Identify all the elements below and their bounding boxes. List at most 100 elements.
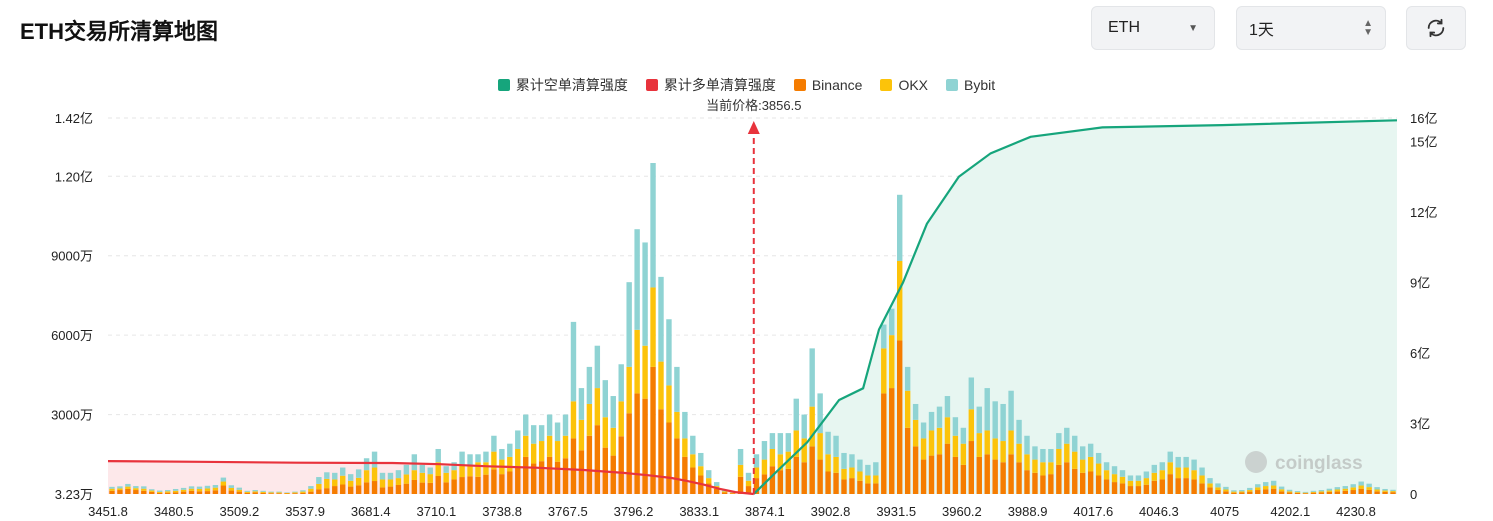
refresh-button[interactable] xyxy=(1406,6,1466,50)
bar-binance xyxy=(1087,471,1094,494)
symbol-select[interactable]: ETH ▼ xyxy=(1091,6,1215,50)
bar-binance xyxy=(944,443,951,494)
legend-item[interactable]: Bybit xyxy=(946,75,995,95)
bar-okx xyxy=(332,479,338,487)
bar-binance xyxy=(674,438,680,494)
bar-bybit xyxy=(841,452,847,469)
bar-okx xyxy=(912,419,919,447)
bar-bybit xyxy=(793,398,799,431)
bar-binance xyxy=(1159,479,1165,494)
bar-bybit xyxy=(1342,486,1348,489)
bar-okx xyxy=(586,403,593,436)
bar-okx xyxy=(292,492,298,494)
bar-okx xyxy=(109,488,115,491)
bar-okx xyxy=(443,472,449,483)
bar-okx xyxy=(602,417,608,448)
bar-okx xyxy=(117,488,123,491)
bar-okx xyxy=(1000,441,1006,463)
bar-binance xyxy=(1239,492,1245,494)
bar-okx xyxy=(562,435,569,459)
legend-item[interactable]: 累计空单清算强度 xyxy=(497,75,628,95)
bar-bybit xyxy=(109,486,115,489)
bar-okx xyxy=(968,409,975,442)
bar-okx xyxy=(125,486,131,489)
x-axis-label: 3738.8 xyxy=(482,504,522,519)
bar-binance xyxy=(1064,462,1070,494)
bar-binance xyxy=(419,482,425,494)
bar-bybit xyxy=(825,431,831,455)
bar-okx xyxy=(865,475,871,484)
bar-bybit xyxy=(204,485,211,489)
legend-item[interactable]: 累计多单清算强度 xyxy=(645,75,776,95)
legend-swatch xyxy=(497,79,510,91)
bar-binance xyxy=(196,491,203,494)
bar-okx xyxy=(976,433,982,457)
bar-binance xyxy=(1215,490,1221,494)
bar-okx xyxy=(149,490,155,492)
long-cumulative-line xyxy=(107,460,754,496)
bar-bybit xyxy=(1008,390,1014,431)
bar-okx xyxy=(1191,470,1197,480)
bar-bybit xyxy=(1151,464,1158,473)
bar-binance xyxy=(745,486,752,494)
legend-label: 累计多单清算强度 xyxy=(663,77,776,93)
bar-binance xyxy=(897,340,903,494)
legend-item[interactable]: Binance xyxy=(793,75,862,95)
bar-okx xyxy=(1207,483,1213,488)
bar-binance xyxy=(976,456,982,494)
bar-okx xyxy=(347,480,354,487)
bar-binance xyxy=(634,393,640,494)
bar-okx xyxy=(252,491,258,493)
legend-label: OKX xyxy=(898,77,929,93)
bar-okx xyxy=(682,438,688,457)
bar-binance xyxy=(570,438,577,494)
bar-binance xyxy=(706,483,712,494)
bar-bybit xyxy=(1374,487,1380,490)
bar-binance xyxy=(865,483,871,494)
bar-okx xyxy=(1350,487,1356,491)
bar-okx xyxy=(1374,489,1380,492)
bar-bybit xyxy=(1318,490,1325,492)
bar-okx xyxy=(371,467,378,482)
bar-binance xyxy=(960,464,967,494)
bar-okx xyxy=(594,388,601,426)
bar-binance xyxy=(1334,491,1341,494)
bar-okx xyxy=(690,454,696,468)
bar-okx xyxy=(1239,491,1245,493)
bar-binance xyxy=(1048,474,1054,494)
bar-binance xyxy=(1103,479,1110,494)
bar-okx xyxy=(1080,459,1086,473)
bar-bybit xyxy=(1310,490,1317,492)
bar-binance xyxy=(737,476,744,494)
bar-binance xyxy=(300,492,306,494)
bar-binance xyxy=(1310,492,1317,494)
bar-binance xyxy=(650,366,656,494)
bar-binance xyxy=(857,480,863,494)
bar-binance xyxy=(881,393,887,494)
bar-bybit xyxy=(1239,490,1245,492)
period-select[interactable]: 1天 ▲ ▼ xyxy=(1236,6,1386,50)
bar-okx xyxy=(554,441,561,462)
bar-okx xyxy=(706,478,712,484)
bar-binance xyxy=(523,456,529,494)
bar-binance xyxy=(1342,490,1348,494)
bar-bybit xyxy=(984,388,990,431)
x-axis-label: 3874.1 xyxy=(745,504,785,519)
bar-okx xyxy=(387,479,394,487)
bar-okx xyxy=(1151,472,1158,481)
bar-okx xyxy=(1056,448,1062,465)
bar-okx xyxy=(841,468,847,480)
bar-bybit xyxy=(570,321,577,402)
bar-binance xyxy=(1167,474,1173,494)
legend-item[interactable]: OKX xyxy=(880,75,928,95)
bar-okx xyxy=(467,464,473,477)
bar-binance xyxy=(149,491,155,494)
bar-bybit xyxy=(1366,483,1372,488)
bar-bybit xyxy=(157,490,163,492)
bar-binance xyxy=(546,456,553,494)
short-cumulative-line xyxy=(753,119,1398,495)
bar-okx xyxy=(284,492,290,494)
bar-binance xyxy=(157,492,163,494)
bar-okx xyxy=(928,430,935,456)
bar-binance xyxy=(204,491,211,494)
